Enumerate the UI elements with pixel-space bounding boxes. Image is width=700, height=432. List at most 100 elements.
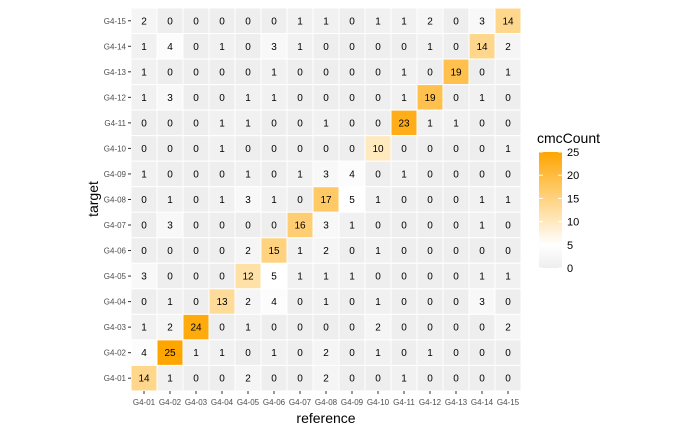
heatmap-cell bbox=[468, 288, 496, 315]
heatmap-cell-value: 0 bbox=[453, 93, 459, 104]
heatmap-cell bbox=[130, 7, 158, 35]
y-tick-label: G4-14 bbox=[104, 42, 127, 51]
heatmap-cell bbox=[182, 186, 210, 213]
heatmap-cell bbox=[390, 84, 418, 111]
heatmap-cell-value: 0 bbox=[167, 246, 173, 257]
legend-ticks: 25 20 15 10 5 0 bbox=[539, 147, 579, 275]
heatmap-cell-value: 0 bbox=[245, 67, 251, 78]
heatmap-cell-value: 1 bbox=[193, 348, 199, 359]
heatmap-cell-value: 0 bbox=[453, 221, 459, 232]
y-tick-label: G4-05 bbox=[104, 272, 127, 281]
heatmap-cell-value: 1 bbox=[427, 42, 433, 53]
heatmap-cell-value: 2 bbox=[427, 16, 433, 27]
y-tick-label: G4-08 bbox=[104, 195, 127, 204]
heatmap-cell-value: 3 bbox=[245, 195, 251, 206]
heatmap-cell-value: 0 bbox=[505, 93, 511, 104]
heatmap-cell-value: 0 bbox=[193, 42, 199, 53]
heatmap-cell-value: 0 bbox=[453, 348, 459, 359]
heatmap-cell bbox=[312, 364, 340, 392]
heatmap-cell-value: 0 bbox=[193, 297, 199, 308]
heatmap-cell-value: 0 bbox=[141, 297, 147, 308]
heatmap-cell bbox=[156, 186, 184, 213]
x-tick-label: G4-01 bbox=[133, 398, 156, 407]
y-tick-label: G4-15 bbox=[104, 17, 127, 26]
heatmap-cell bbox=[130, 135, 158, 162]
heatmap-cell-value: 17 bbox=[320, 195, 332, 206]
heatmap-cell-value: 0 bbox=[427, 297, 433, 308]
x-tick-label: G4-14 bbox=[471, 398, 494, 407]
heatmap-cell bbox=[260, 211, 288, 239]
heatmap-cell-value: 0 bbox=[141, 221, 147, 232]
heatmap-cell bbox=[208, 135, 236, 162]
heatmap-cell-value: 1 bbox=[271, 348, 277, 359]
heatmap-cell-value: 0 bbox=[505, 348, 511, 359]
heatmap-cell bbox=[286, 339, 314, 366]
heatmap-cell bbox=[364, 33, 392, 60]
heatmap-cell-value: 0 bbox=[453, 272, 459, 283]
heatmap-cell bbox=[468, 7, 496, 35]
heatmap-cell-value: 2 bbox=[505, 323, 511, 334]
heatmap-cell bbox=[468, 84, 496, 111]
heatmap-cell bbox=[312, 339, 340, 366]
heatmap-cell-value: 2 bbox=[167, 323, 173, 334]
x-tick-label: G4-02 bbox=[159, 398, 182, 407]
heatmap-cell-value: 0 bbox=[349, 348, 355, 359]
heatmap-cell-value: 0 bbox=[193, 67, 199, 78]
heatmap-cell-value: 1 bbox=[297, 42, 303, 53]
heatmap-cell-value: 2 bbox=[323, 246, 329, 257]
heatmap-cell-value: 2 bbox=[323, 374, 329, 385]
heatmap-cell-value: 0 bbox=[453, 246, 459, 257]
heatmap-cell bbox=[494, 160, 522, 188]
heatmap-cell-value: 1 bbox=[375, 195, 381, 206]
heatmap-cell-value: 0 bbox=[401, 221, 407, 232]
heatmap-cell bbox=[182, 84, 210, 111]
y-axis-ticks: G4-15 G4-14 G4-13 G4-12 G4-11 G4-10 G4-09 G4-08… bbox=[104, 17, 131, 383]
heatmap-cell-value: 0 bbox=[141, 246, 147, 257]
heatmap-cell-value: 1 bbox=[427, 348, 433, 359]
x-tick-label: G4-07 bbox=[289, 398, 312, 407]
heatmap-cell-value: 0 bbox=[271, 144, 277, 155]
heatmap-cell-value: 4 bbox=[141, 348, 147, 359]
heatmap-cell-value: 0 bbox=[193, 195, 199, 206]
heatmap-cell-value: 0 bbox=[505, 118, 511, 129]
heatmap-cell-value: 0 bbox=[193, 246, 199, 257]
heatmap-cell-value: 3 bbox=[167, 93, 173, 104]
heatmap-cell-value: 0 bbox=[427, 246, 433, 257]
legend-colorbar bbox=[539, 152, 562, 268]
heatmap-cell-value: 0 bbox=[323, 323, 329, 334]
heatmap-cell-value: 0 bbox=[219, 221, 225, 232]
heatmap-cell-value: 0 bbox=[479, 144, 485, 155]
heatmap-cell bbox=[468, 364, 496, 392]
heatmap-cell-value: 1 bbox=[401, 93, 407, 104]
heatmap-cell-value: 1 bbox=[141, 169, 147, 180]
heatmap-cell bbox=[182, 160, 210, 188]
heatmap-cell-value: 0 bbox=[193, 374, 199, 385]
heatmap-cell-value: 0 bbox=[349, 297, 355, 308]
y-tick-label: G4-01 bbox=[104, 374, 127, 383]
heatmap-cell bbox=[390, 135, 418, 162]
heatmap-cell bbox=[442, 313, 470, 341]
heatmap-cell bbox=[182, 135, 210, 162]
heatmap-cell bbox=[260, 160, 288, 188]
heatmap-cell-value: 0 bbox=[375, 42, 381, 53]
heatmap-cell-value: 0 bbox=[375, 67, 381, 78]
heatmap-cell-value: 0 bbox=[219, 67, 225, 78]
heatmap-tiles bbox=[130, 7, 522, 392]
heatmap-cell-value: 0 bbox=[193, 16, 199, 27]
heatmap-cell-value: 1 bbox=[271, 93, 277, 104]
heatmap-cell-value: 0 bbox=[401, 297, 407, 308]
legend-tick-label: 5 bbox=[567, 240, 573, 252]
heatmap-cell-value: 0 bbox=[297, 93, 303, 104]
heatmap-cell bbox=[390, 58, 418, 86]
heatmap-cell-value: 0 bbox=[323, 67, 329, 78]
heatmap-cell bbox=[208, 33, 236, 60]
heatmap-cell-value: 0 bbox=[401, 144, 407, 155]
heatmap-cell-value: 0 bbox=[453, 297, 459, 308]
heatmap-cell bbox=[416, 7, 444, 35]
heatmap-cell-value: 5 bbox=[271, 272, 277, 283]
heatmap-cell-value: 2 bbox=[245, 297, 251, 308]
heatmap-cell-value: 1 bbox=[245, 323, 251, 334]
heatmap-cell-value: 0 bbox=[219, 323, 225, 334]
heatmap-cell-value: 3 bbox=[323, 169, 329, 180]
heatmap-cell-value: 0 bbox=[349, 374, 355, 385]
